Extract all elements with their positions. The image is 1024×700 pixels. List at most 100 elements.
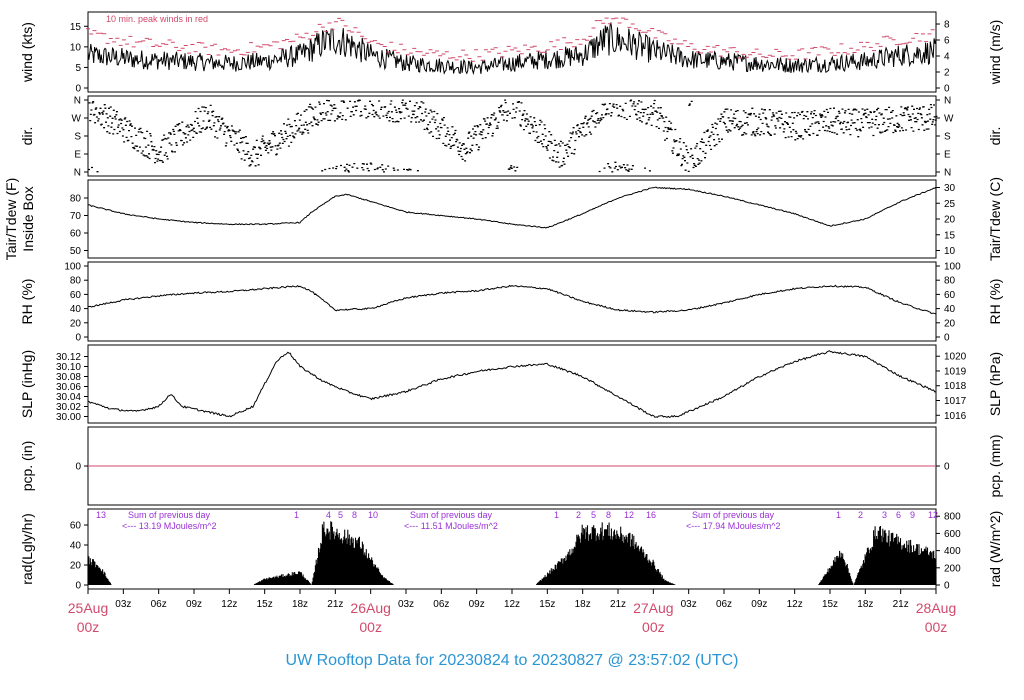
ytick-label-left-slp: 30.12: [56, 352, 81, 363]
ytick-label-right-temp: 25: [944, 199, 956, 210]
day-label-date: 28Aug: [916, 600, 956, 616]
ytick-label-left-slp: 30.00: [56, 412, 81, 423]
ytick-label-left-slp: 30.04: [56, 392, 81, 403]
ytick-label-right-rh: 40: [944, 304, 956, 315]
rad-note-line2: <--- 11.51 MJoules/m^2: [404, 521, 498, 531]
ytick-label-right-temp: 30: [944, 183, 956, 194]
wind-direction-marks: [88, 99, 938, 173]
ytick-label-left-rh: 80: [70, 276, 82, 287]
rad-hour-marker: 9: [910, 510, 915, 520]
ytick-label-left-rh: 20: [70, 318, 82, 329]
ylabel-left-dir: dir.: [19, 127, 35, 146]
rad-hour-marker: 2: [858, 510, 863, 520]
ytick-label-right-wind: 6: [944, 36, 950, 47]
xtick-label: 15z: [822, 599, 838, 610]
ytick-label-left-slp: 30.02: [56, 402, 81, 413]
ytick-label-right-rad: 800: [944, 512, 961, 523]
ylabel-right-slp: SLP (hPa): [987, 352, 1003, 416]
radiation-bars: [87, 521, 937, 585]
xtick-label: 06z: [433, 599, 449, 610]
ytick-label-right-rad: 400: [944, 546, 961, 557]
rad-hour-marker: 8: [352, 510, 357, 520]
rad-hour-marker: 1: [294, 510, 299, 520]
ytick-label-left-temp: 60: [70, 229, 82, 240]
day-label-hour: 00z: [642, 619, 665, 635]
ylabel-left-rad: rad(Lgly/hr): [19, 513, 35, 585]
ytick-label-right-pcp: 0: [944, 462, 950, 473]
ytick-label-left-temp: 80: [70, 194, 82, 205]
xtick-label: 03z: [398, 599, 414, 610]
xtick-label: 03z: [115, 599, 131, 610]
rad-hour-marker: 5: [338, 510, 343, 520]
ytick-label-right-slp: 1016: [944, 411, 967, 422]
ytick-label-left-rad: 0: [75, 581, 81, 592]
ytick-label-left-dir: W: [72, 114, 82, 125]
day-label-date: 26Aug: [350, 600, 390, 616]
ytick-label-left-rh: 0: [75, 333, 81, 344]
rad-hour-marker: 13: [96, 510, 106, 520]
ytick-label-right-temp: 15: [944, 230, 956, 241]
xtick-label: 12z: [787, 599, 803, 610]
ytick-label-left-temp: 50: [70, 246, 82, 257]
xtick-label: 15z: [257, 599, 273, 610]
day-label-date: 27Aug: [633, 600, 673, 616]
wind-speed-line: [87, 22, 937, 76]
xtick-label: 21z: [610, 599, 626, 610]
wind-peak-note: 10 min. peak winds in red: [106, 14, 208, 24]
ytick-label-left-dir: N: [74, 168, 81, 179]
ylabel-right-rh: RH (%): [987, 279, 1003, 325]
ylabel-left-temp: Tair/Tdew (F): [3, 178, 19, 260]
day-label-hour: 00z: [359, 619, 382, 635]
rad-hour-marker: 6: [896, 510, 901, 520]
ytick-label-right-slp: 1017: [944, 396, 967, 407]
xtick-label: 21z: [893, 599, 909, 610]
ytick-label-right-slp: 1019: [944, 366, 967, 377]
rh-line: [87, 284, 937, 315]
rad-hour-marker: 10: [368, 510, 378, 520]
ytick-label-left-dir: E: [74, 150, 81, 161]
ytick-label-right-wind: 0: [944, 84, 950, 95]
xtick-label: 18z: [575, 599, 591, 610]
xtick-label: 18z: [292, 599, 308, 610]
xtick-label: 06z: [151, 599, 167, 610]
xtick-label: 09z: [751, 599, 767, 610]
wind-peak-marks: [86, 17, 935, 62]
ytick-label-left-rh: 60: [70, 290, 82, 301]
ytick-label-left-slp: 30.10: [56, 362, 81, 373]
rad-note-line2: <--- 17.94 MJoules/m^2: [686, 521, 781, 531]
rad-hour-marker: 12: [624, 510, 634, 520]
rad-hour-marker: 1: [836, 510, 841, 520]
temp-line: [87, 186, 937, 229]
ytick-label-right-dir: E: [944, 150, 951, 161]
ylabel-left-rh: RH (%): [19, 279, 35, 325]
ytick-label-right-dir: W: [944, 114, 954, 125]
ylabel-right-pcp: pcp. (mm): [987, 435, 1003, 498]
xtick-label: 09z: [186, 599, 202, 610]
ylabel-left-wind: wind (kts): [19, 22, 35, 83]
rad-hour-marker: 4: [326, 510, 331, 520]
ytick-label-left-pcp: 0: [75, 462, 81, 473]
ytick-label-left-wind: 5: [75, 63, 81, 74]
ylabel-left-slp: SLP (inHg): [19, 350, 35, 418]
panel-frame-slp: [87, 344, 937, 424]
ytick-label-left-dir: N: [74, 96, 81, 107]
ytick-label-right-wind: 4: [944, 52, 950, 63]
ytick-label-right-rad: 0: [944, 581, 950, 592]
ylabel-right-wind: wind (m/s): [987, 20, 1003, 86]
ytick-label-right-rad: 200: [944, 563, 961, 574]
ytick-label-left-temp: 70: [70, 211, 82, 222]
ytick-label-left-rh: 100: [64, 262, 81, 273]
xtick-label: 12z: [221, 599, 237, 610]
xtick-label: 21z: [327, 599, 343, 610]
day-label-hour: 00z: [925, 619, 948, 635]
ytick-label-right-wind: 8: [944, 20, 950, 31]
panel-frame-rh: [87, 261, 937, 342]
chart-title: UW Rooftop Data for 20230824 to 20230827…: [286, 652, 739, 669]
panel-frame-dir: [87, 95, 937, 177]
rad-hour-marker: 2: [576, 510, 581, 520]
ylabel-right-rad: rad (W/m^2): [987, 511, 1003, 588]
rad-note-line1: Sum of previous day: [128, 510, 211, 520]
rad-hour-marker: 3: [882, 510, 887, 520]
ylabel-left-pcp: pcp. (in): [19, 441, 35, 492]
